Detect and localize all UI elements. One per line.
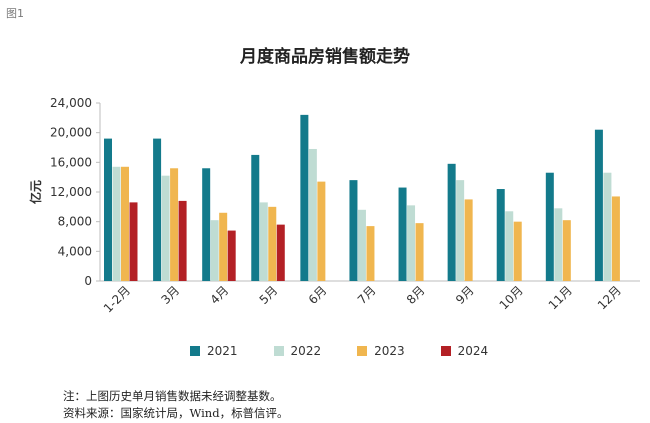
x-tick-label: 12月 bbox=[595, 283, 624, 312]
x-tick-label: 11月 bbox=[546, 283, 575, 312]
y-tick-label: 20,000 bbox=[50, 126, 92, 140]
bar-2021 bbox=[251, 154, 260, 281]
bar-2024 bbox=[129, 202, 138, 281]
bar-2022 bbox=[407, 205, 416, 281]
bar-2021 bbox=[545, 172, 554, 281]
figure-label: 图1 bbox=[6, 7, 24, 20]
legend-swatch-2022 bbox=[273, 346, 284, 356]
legend-item-2024: 2024 bbox=[440, 344, 489, 358]
bar-2021 bbox=[300, 114, 309, 281]
y-tick-label: 8,000 bbox=[58, 215, 92, 229]
x-tick-label: 1-2月 bbox=[101, 283, 133, 315]
bar-2022 bbox=[210, 220, 219, 281]
bar-2021 bbox=[349, 180, 358, 281]
legend-item-2021: 2021 bbox=[190, 344, 238, 358]
chart-notes: 注：上图历史单月销售数据未经调整基数。 资料来源：国家统计局，Wind，标普信评… bbox=[63, 388, 289, 422]
bar-2023 bbox=[268, 206, 277, 281]
bar-2022 bbox=[505, 211, 514, 281]
y-tick-label: 0 bbox=[84, 274, 92, 288]
bar-2021 bbox=[447, 163, 456, 281]
legend-item-2023: 2023 bbox=[357, 344, 405, 358]
x-tick-label: 5月 bbox=[257, 283, 281, 307]
x-tick-label: 9月 bbox=[453, 283, 477, 307]
legend-label-2023: 2023 bbox=[374, 344, 405, 358]
source-line: 资料来源：国家统计局，Wind，标普信评。 bbox=[63, 406, 289, 420]
bar-2022 bbox=[308, 148, 317, 281]
bar-2023 bbox=[121, 166, 129, 281]
bar-2022 bbox=[603, 172, 612, 281]
x-tick-label: 3月 bbox=[158, 283, 182, 307]
x-tick-label: 8月 bbox=[404, 283, 428, 307]
bar-2021 bbox=[202, 168, 211, 281]
bar-2022 bbox=[112, 166, 121, 281]
bar-2021 bbox=[594, 129, 603, 281]
bar-2022 bbox=[259, 202, 268, 281]
bar-2024 bbox=[178, 200, 187, 281]
bar-2023 bbox=[464, 199, 473, 281]
bar-2024 bbox=[227, 230, 236, 281]
bar-2023 bbox=[611, 196, 620, 281]
bar-2021 bbox=[153, 138, 162, 281]
legend-label-2024: 2024 bbox=[457, 344, 489, 358]
bar-2022 bbox=[357, 209, 366, 281]
bar-2023 bbox=[513, 221, 522, 281]
bar-2021 bbox=[104, 138, 112, 281]
x-tick-label: 10月 bbox=[497, 283, 526, 312]
legend-swatch-2023 bbox=[357, 346, 368, 356]
chart-legend: 2021 2022 2023 2024 bbox=[190, 344, 488, 358]
x-tick-label: 7月 bbox=[355, 283, 379, 307]
bar-2021 bbox=[398, 187, 407, 281]
y-axis-label: 亿元 bbox=[28, 180, 43, 204]
bar-2022 bbox=[161, 175, 170, 281]
y-tick-label: 24,000 bbox=[50, 96, 92, 110]
legend-label-2022: 2022 bbox=[290, 344, 322, 358]
legend-label-2021: 2021 bbox=[207, 344, 238, 358]
legend-item-2022: 2022 bbox=[273, 344, 322, 358]
bar-2024 bbox=[276, 224, 285, 281]
legend-swatch-2024 bbox=[440, 346, 451, 356]
y-tick-label: 4,000 bbox=[58, 244, 92, 258]
bar-2022 bbox=[554, 208, 563, 281]
bar-2023 bbox=[562, 220, 571, 281]
legend-swatch-2021 bbox=[190, 346, 200, 356]
bar-2023 bbox=[317, 181, 326, 281]
bar-2023 bbox=[219, 212, 228, 281]
x-tick-label: 6月 bbox=[306, 283, 330, 307]
bar-2022 bbox=[456, 180, 465, 281]
x-tick-label: 4月 bbox=[208, 283, 232, 307]
bar-2023 bbox=[170, 168, 179, 281]
chart-title: 月度商品房销售额走势 bbox=[240, 47, 410, 67]
y-tick-label: 12,000 bbox=[50, 185, 92, 199]
y-tick-label: 16,000 bbox=[50, 155, 92, 169]
bar-2021 bbox=[496, 189, 505, 281]
note-line: 注：上图历史单月销售数据未经调整基数。 bbox=[63, 389, 282, 403]
bar-2023 bbox=[366, 226, 375, 281]
bar-2023 bbox=[415, 223, 424, 281]
